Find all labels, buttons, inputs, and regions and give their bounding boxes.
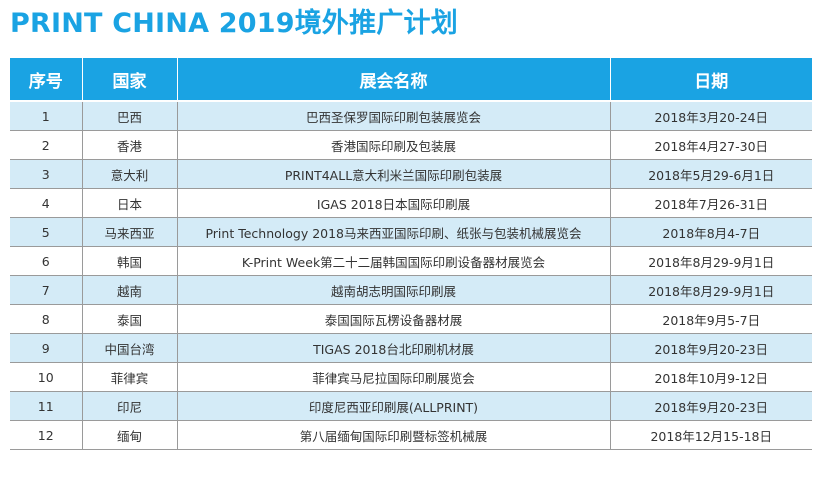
row-expo-name: 印度尼西亚印刷展(ALLPRINT) (177, 391, 611, 421)
table-row: 8 泰国 泰国国际瓦楞设备器材展 2018年9月5-7日 (10, 304, 812, 334)
page-title: PRINT CHINA 2019境外推广计划 (10, 8, 458, 39)
row-date: 2018年5月29-6月1日 (610, 159, 812, 189)
row-expo-name: 菲律宾马尼拉国际印刷展览会 (177, 362, 611, 392)
row-country: 韩国 (82, 246, 178, 276)
exhibition-table: 序号 国家 展会名称 日期 1 巴西 巴西圣保罗国际印刷包装展览会 2018年3… (10, 58, 812, 450)
row-expo-name: K-Print Week第二十二届韩国国际印刷设备器材展览会 (177, 246, 611, 276)
row-number: 12 (10, 420, 83, 450)
row-date: 2018年12月15-18日 (610, 420, 812, 450)
row-date: 2018年3月20-24日 (610, 101, 812, 131)
row-expo-name: IGAS 2018日本国际印刷展 (177, 188, 611, 218)
table-row: 1 巴西 巴西圣保罗国际印刷包装展览会 2018年3月20-24日 (10, 101, 812, 131)
row-country: 中国台湾 (82, 333, 178, 363)
row-country: 缅甸 (82, 420, 178, 450)
row-date: 2018年10月9-12日 (610, 362, 812, 392)
row-country: 巴西 (82, 101, 178, 131)
row-number: 11 (10, 391, 83, 421)
row-country: 印尼 (82, 391, 178, 421)
row-date: 2018年7月26-31日 (610, 188, 812, 218)
row-number: 9 (10, 333, 83, 363)
row-number: 8 (10, 304, 83, 334)
table-row: 7 越南 越南胡志明国际印刷展 2018年8月29-9月1日 (10, 275, 812, 305)
row-country: 越南 (82, 275, 178, 305)
row-date: 2018年9月5-7日 (610, 304, 812, 334)
row-expo-name: 香港国际印刷及包装展 (177, 130, 611, 160)
row-date: 2018年8月29-9月1日 (610, 246, 812, 276)
row-expo-name: Print Technology 2018马来西亚国际印刷、纸张与包装机械展览会 (177, 217, 611, 247)
column-header-expo-name: 展会名称 (177, 58, 611, 102)
row-number: 3 (10, 159, 83, 189)
table-row: 12 缅甸 第八届缅甸国际印刷暨标签机械展 2018年12月15-18日 (10, 420, 812, 450)
table-row: 10 菲律宾 菲律宾马尼拉国际印刷展览会 2018年10月9-12日 (10, 362, 812, 392)
column-header-number: 序号 (10, 58, 83, 102)
table-row: 9 中国台湾 TIGAS 2018台北印刷机材展 2018年9月20-23日 (10, 333, 812, 363)
row-number: 10 (10, 362, 83, 392)
row-number: 2 (10, 130, 83, 160)
table-row: 6 韩国 K-Print Week第二十二届韩国国际印刷设备器材展览会 2018… (10, 246, 812, 276)
table-header-row: 序号 国家 展会名称 日期 (10, 58, 812, 102)
table-row: 11 印尼 印度尼西亚印刷展(ALLPRINT) 2018年9月20-23日 (10, 391, 812, 421)
row-country: 日本 (82, 188, 178, 218)
row-number: 4 (10, 188, 83, 218)
table-row: 3 意大利 PRINT4ALL意大利米兰国际印刷包装展 2018年5月29-6月… (10, 159, 812, 189)
row-date: 2018年9月20-23日 (610, 333, 812, 363)
row-expo-name: 泰国国际瓦楞设备器材展 (177, 304, 611, 334)
row-expo-name: 第八届缅甸国际印刷暨标签机械展 (177, 420, 611, 450)
table-row: 5 马来西亚 Print Technology 2018马来西亚国际印刷、纸张与… (10, 217, 812, 247)
table-row: 2 香港 香港国际印刷及包装展 2018年4月27-30日 (10, 130, 812, 160)
row-country: 香港 (82, 130, 178, 160)
row-date: 2018年8月4-7日 (610, 217, 812, 247)
row-expo-name: 巴西圣保罗国际印刷包装展览会 (177, 101, 611, 131)
table-row: 4 日本 IGAS 2018日本国际印刷展 2018年7月26-31日 (10, 188, 812, 218)
row-date: 2018年9月20-23日 (610, 391, 812, 421)
row-country: 泰国 (82, 304, 178, 334)
column-header-country: 国家 (82, 58, 178, 102)
row-number: 5 (10, 217, 83, 247)
row-country: 菲律宾 (82, 362, 178, 392)
row-country: 马来西亚 (82, 217, 178, 247)
column-header-date: 日期 (610, 58, 812, 102)
row-date: 2018年4月27-30日 (610, 130, 812, 160)
row-country: 意大利 (82, 159, 178, 189)
row-date: 2018年8月29-9月1日 (610, 275, 812, 305)
row-expo-name: TIGAS 2018台北印刷机材展 (177, 333, 611, 363)
row-number: 7 (10, 275, 83, 305)
row-number: 1 (10, 101, 83, 131)
row-expo-name: PRINT4ALL意大利米兰国际印刷包装展 (177, 159, 611, 189)
row-expo-name: 越南胡志明国际印刷展 (177, 275, 611, 305)
row-number: 6 (10, 246, 83, 276)
